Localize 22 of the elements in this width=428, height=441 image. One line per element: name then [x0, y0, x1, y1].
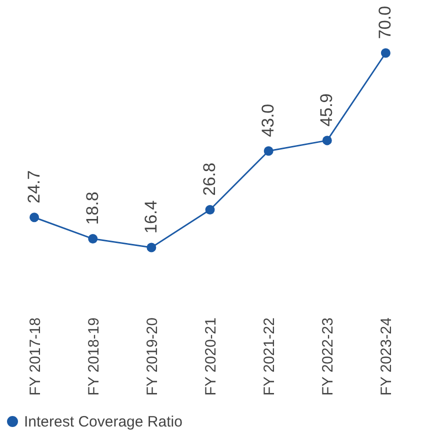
data-label: 26.8 — [200, 162, 219, 196]
x-tick-label: FY 2021-22 — [261, 318, 278, 396]
data-label: 45.9 — [317, 93, 336, 126]
x-tick-label: FY 2019-20 — [144, 318, 161, 396]
x-tick-label: FY 2023-24 — [378, 318, 396, 396]
point — [264, 146, 274, 156]
x-tick-label: FY 2018-19 — [85, 318, 102, 396]
x-tick-label: FY 2022-23 — [320, 318, 337, 396]
point — [205, 205, 215, 214]
data-label: 16.4 — [141, 200, 160, 234]
x-tick-label: FY 2020-21 — [202, 318, 220, 396]
point — [30, 212, 40, 222]
point — [380, 48, 390, 58]
point — [146, 242, 156, 252]
data-label: 18.8 — [82, 192, 102, 225]
point — [322, 136, 332, 146]
x-tick-label: FY 2017-18 — [26, 318, 44, 396]
legend-label: Interest Coverage Ratio — [24, 414, 182, 430]
data-label: 70.0 — [376, 6, 395, 39]
point — [88, 234, 98, 244]
data-label: 43.0 — [258, 104, 278, 137]
data-label: 24.7 — [24, 170, 44, 204]
